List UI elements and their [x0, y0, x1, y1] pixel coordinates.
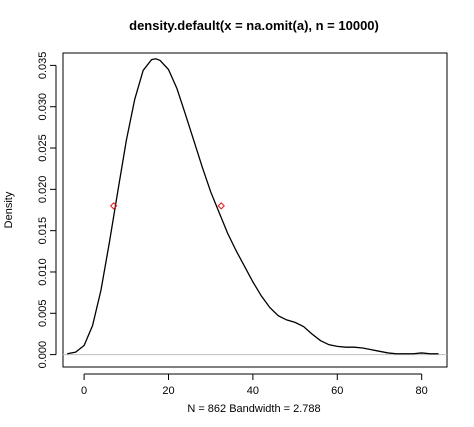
y-axis: 0.000 0.005 0.010 0.015 0.020 0.025 0.030 0.035: [37, 52, 57, 369]
y-tick-label: 0.030: [37, 93, 49, 121]
y-tick-label: 0.000: [37, 341, 49, 369]
y-tick-label: 0.005: [37, 300, 49, 328]
x-tick-label: 20: [162, 385, 174, 397]
y-tick-label: 0.010: [37, 258, 49, 286]
y-tick-label: 0.025: [37, 134, 49, 162]
y-tick-label: 0.020: [37, 176, 49, 204]
y-tick-label: 0.015: [37, 217, 49, 245]
x-tick-label: 0: [81, 385, 87, 397]
x-axis-label: N = 862 Bandwidth = 2.788: [187, 403, 320, 415]
y-tick-label: 0.035: [37, 52, 49, 80]
x-axis: 0 20 40 60 80: [81, 373, 428, 397]
chart-title: density.default(x = na.omit(a), n = 1000…: [129, 18, 379, 33]
plot-frame: [62, 52, 448, 368]
x-tick-label: 60: [331, 385, 343, 397]
marker-point-1: [109, 202, 118, 210]
x-tick-label: 80: [416, 385, 428, 397]
markers-group: [109, 202, 225, 210]
marker-point-2: [217, 202, 225, 210]
density-curve: [67, 58, 439, 355]
y-axis-label: Density: [3, 191, 15, 228]
x-tick-label: 40: [247, 385, 259, 397]
